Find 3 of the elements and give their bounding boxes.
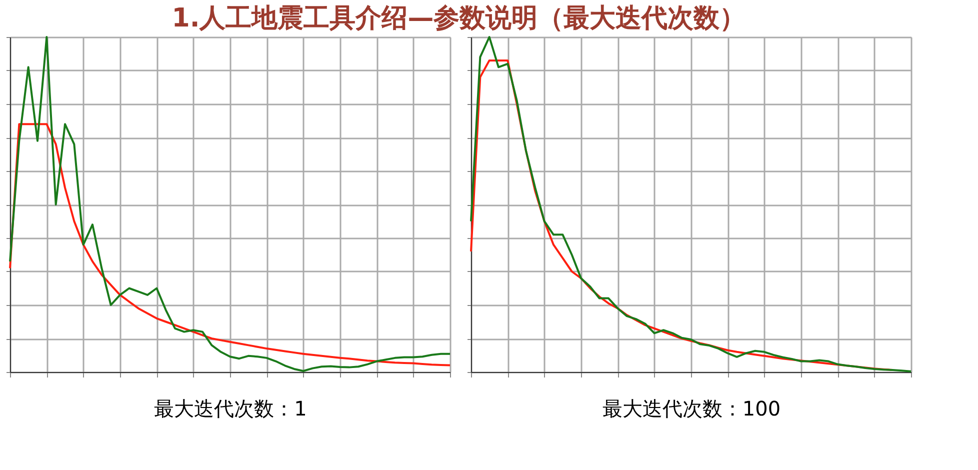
chart-title: 1.人工地震工具介绍—参数说明（最大迭代次数） — [172, 4, 746, 34]
x-axis-title: 最大迭代次数：100 — [602, 396, 781, 420]
x-axis-title: 最大迭代次数：1 — [154, 396, 307, 420]
